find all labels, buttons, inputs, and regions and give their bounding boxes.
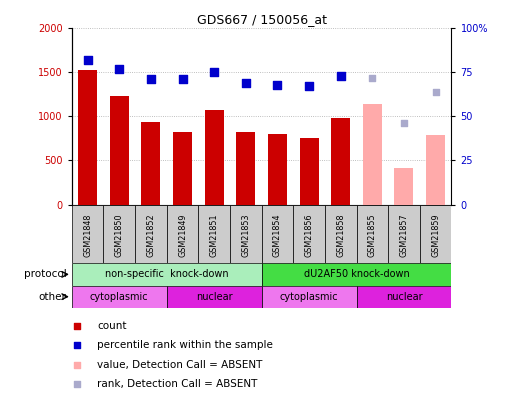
Bar [426, 135, 445, 205]
Text: GSM21859: GSM21859 [431, 213, 440, 257]
Text: GSM21854: GSM21854 [273, 213, 282, 257]
Bar [357, 286, 451, 308]
Bar [331, 118, 350, 205]
Point [273, 81, 282, 88]
Point [115, 66, 124, 72]
Text: non-specific  knock-down: non-specific knock-down [105, 269, 228, 279]
Bar [110, 96, 129, 205]
Bar [205, 110, 224, 205]
Point [337, 72, 345, 79]
Bar [357, 205, 388, 263]
Bar [300, 138, 319, 205]
Text: GSM21850: GSM21850 [115, 213, 124, 257]
Bar [72, 263, 262, 286]
Point [179, 76, 187, 83]
Bar [104, 205, 135, 263]
Bar [262, 205, 293, 263]
Text: rank, Detection Call = ABSENT: rank, Detection Call = ABSENT [97, 379, 258, 390]
Text: GSM21848: GSM21848 [83, 213, 92, 257]
Text: GSM21851: GSM21851 [210, 213, 219, 257]
Point [242, 80, 250, 86]
Bar [363, 104, 382, 205]
Text: GSM21853: GSM21853 [241, 213, 250, 257]
Point [305, 83, 313, 90]
Bar [167, 286, 262, 308]
Text: nuclear: nuclear [196, 292, 232, 302]
Bar [420, 205, 451, 263]
Bar [325, 205, 357, 263]
Bar [262, 286, 357, 308]
Text: cytoplasmic: cytoplasmic [90, 292, 149, 302]
Bar [142, 122, 161, 205]
Text: GSM21858: GSM21858 [336, 213, 345, 257]
Text: GSM21852: GSM21852 [146, 213, 155, 257]
Bar [199, 205, 230, 263]
Point [368, 75, 377, 81]
Text: nuclear: nuclear [386, 292, 422, 302]
Text: GSM21855: GSM21855 [368, 213, 377, 257]
Bar [173, 132, 192, 205]
Text: GSM21849: GSM21849 [178, 213, 187, 257]
Bar [72, 286, 167, 308]
Bar [262, 263, 451, 286]
Point [210, 69, 219, 76]
Text: percentile rank within the sample: percentile rank within the sample [97, 340, 273, 350]
Bar [388, 205, 420, 263]
Bar [293, 205, 325, 263]
Text: GSM21856: GSM21856 [305, 213, 313, 257]
Text: count: count [97, 321, 127, 330]
Bar [268, 134, 287, 205]
Bar [394, 168, 413, 205]
Text: protocol: protocol [24, 269, 67, 279]
Bar [78, 70, 97, 205]
Bar [135, 205, 167, 263]
Text: other: other [39, 292, 67, 302]
Point [147, 76, 155, 83]
Bar [230, 205, 262, 263]
Bar [72, 205, 104, 263]
Bar [236, 132, 255, 205]
Text: GSM21857: GSM21857 [400, 213, 408, 257]
Title: GDS667 / 150056_at: GDS667 / 150056_at [196, 13, 327, 26]
Point [431, 89, 440, 95]
Bar [167, 205, 199, 263]
Point [84, 57, 92, 63]
Text: dU2AF50 knock-down: dU2AF50 knock-down [304, 269, 409, 279]
Point [400, 120, 408, 127]
Text: cytoplasmic: cytoplasmic [280, 292, 339, 302]
Text: value, Detection Call = ABSENT: value, Detection Call = ABSENT [97, 360, 263, 370]
